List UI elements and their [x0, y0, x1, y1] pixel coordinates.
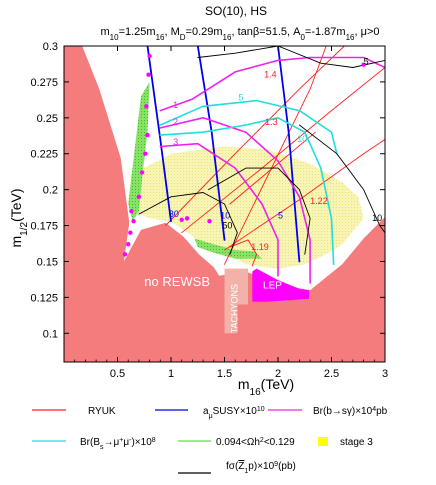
y-tick-label-1: 0.125 — [30, 292, 58, 304]
contour-label-3-0: 5 — [238, 93, 243, 103]
x-tick-label-3: 2 — [275, 368, 281, 380]
yellow-scan-region — [130, 146, 364, 269]
legend-label-relic: 0.094<Ωh2<0.129 — [216, 437, 295, 449]
contour-label-1-0: 30 — [169, 209, 179, 219]
dot-5 — [136, 194, 142, 200]
y-axis-label: m1/2(TeV) — [8, 188, 30, 247]
dd-line-inner — [208, 167, 311, 255]
dot-12 — [179, 217, 184, 222]
x-axis-label: m16(TeV) — [238, 376, 294, 398]
label-no-rewsb: no REWSB — [144, 274, 210, 289]
ryuk-line-2 — [165, 46, 345, 226]
amu-line-5 — [277, 46, 301, 263]
bsg-line-3 — [159, 142, 279, 277]
dot-1 — [126, 242, 131, 247]
y-tick-label-0: 0.1 — [43, 328, 58, 340]
legend-label-bsmumu: Br(Bs→μ+μ-)×108 — [80, 437, 156, 451]
legend-label-amu: aμSUSY×1010 — [203, 406, 265, 420]
ryuk-line-3 — [181, 67, 385, 234]
legend-label-bsg: Br(b→sγ)×104pb — [313, 406, 388, 418]
label-tachyons: TACHYONS — [229, 284, 239, 333]
x-tick-label-4: 2.5 — [324, 368, 339, 380]
chart-title: SO(10), HS — [205, 4, 267, 18]
relic-band-bottom — [194, 238, 262, 259]
legend-swatch-stage3 — [318, 437, 328, 446]
dot-11 — [147, 53, 152, 59]
contour-label-5-2: 5 — [364, 57, 369, 67]
dot-7 — [143, 151, 148, 156]
legend-label-stage3: stage 3 — [340, 437, 373, 448]
lep-region — [252, 268, 309, 302]
dd-line-5 — [197, 46, 385, 68]
contour-label-0-2: 1.22 — [310, 196, 328, 206]
x-tick-label-1: 1 — [168, 368, 174, 380]
x-axis: 0.5 1 1.5 2 2.5 3 — [74, 46, 388, 380]
ryuk-line-4 — [224, 138, 385, 251]
dot-8 — [145, 132, 150, 138]
y-tick-label-8: 0.3 — [43, 41, 58, 53]
amu-line-10 — [196, 46, 226, 241]
dot-4 — [129, 208, 134, 214]
contour-label-1-1: 10 — [220, 210, 230, 220]
contour-label-2-2: 3 — [173, 137, 178, 147]
contour-label-1-2: 5 — [278, 210, 283, 220]
dot-14 — [207, 219, 212, 224]
chart-subtitle: m10=1.25m16, MD=0.29m16, tanβ=51.5, A0=-… — [101, 26, 380, 42]
y-tick-label-5: 0.225 — [30, 149, 58, 161]
legend-label-dd: fσ(Z1p)×109(pb) — [226, 461, 296, 475]
ryuk-line-1 — [224, 46, 327, 265]
y-axis: 0.1 0.125 0.15 0.175 0.2 0.225 0.25 0.275 0.3 — [30, 41, 385, 340]
tachyons-region — [224, 268, 248, 334]
bsg-line-2 — [159, 117, 311, 284]
y-tick-label-7: 0.275 — [30, 77, 58, 89]
dd-line-10 — [298, 124, 385, 234]
bsg-line-1 — [159, 56, 385, 112]
contour-label-3-1: 10 — [297, 134, 307, 144]
contour-label-0-1: 1.3 — [265, 117, 278, 127]
dot-0 — [122, 252, 128, 257]
dd-line-50 — [138, 192, 238, 255]
contour-label-2-0: 1 — [173, 100, 178, 110]
x-tick-label-2: 1.5 — [217, 368, 232, 380]
legend: RYUK aμSUSY×1010 Br(b→sγ)×104pb Br(Bs→μ+… — [32, 406, 388, 475]
bsmumu-line-10 — [159, 117, 335, 266]
x-tick-label-5: 3 — [382, 368, 388, 380]
contour-label-2-1: 2 — [173, 117, 178, 127]
contour-label-0-0: 1.4 — [264, 70, 277, 80]
y-tick-label-6: 0.25 — [37, 113, 58, 125]
dot-10 — [146, 72, 151, 77]
legend-label-ryuk: RYUK — [88, 406, 116, 417]
plot-area: no REWSB TACHYONS LEP 1.4 1.3 1.22 1.19 30 10 5 1… — [64, 46, 385, 362]
label-lep: LEP — [263, 281, 282, 292]
x-tick-label-0: 0.5 — [110, 368, 125, 380]
contour-label-5-0: 50 — [222, 220, 232, 230]
dot-13 — [184, 216, 190, 221]
y-tick-label-2: 0.15 — [37, 256, 58, 268]
y-tick-label-4: 0.2 — [43, 185, 58, 197]
dot-15 — [361, 62, 366, 67]
contour-label-5-1: 10 — [372, 213, 382, 223]
relic-band-left — [128, 81, 150, 222]
dot-3 — [131, 219, 136, 224]
y-tick-label-3: 0.175 — [30, 221, 58, 233]
amu-line-30 — [146, 46, 172, 223]
no-rewsb-region — [64, 46, 385, 362]
ryuk-line-5 — [229, 239, 258, 267]
dot-6 — [139, 170, 145, 175]
dot-2 — [128, 230, 133, 235]
dot-9 — [144, 104, 149, 109]
contour-label-0-3: 1.19 — [251, 242, 269, 252]
bsmumu-line-5 — [159, 99, 338, 155]
